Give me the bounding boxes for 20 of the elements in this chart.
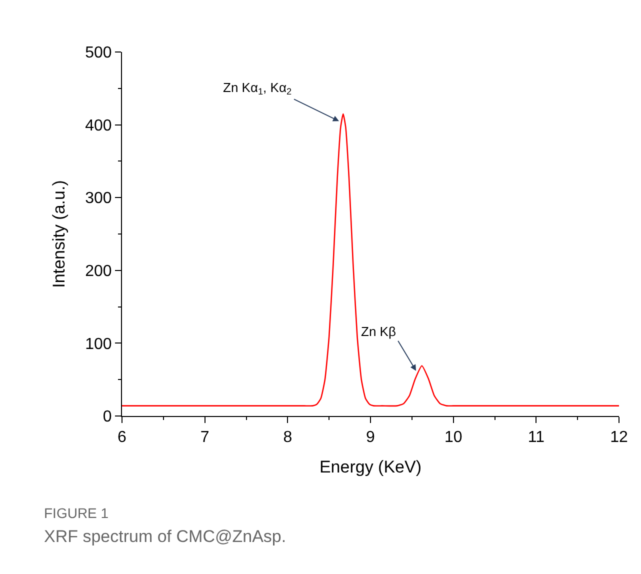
x-tick-label: 12 [610,429,628,446]
y-tick-label: 300 [85,190,112,208]
caption: FIGURE 1 [44,505,109,521]
text: XRF spectrum of CMC@ZnAsp. [44,527,286,546]
y-tick-label: 500 [85,44,112,62]
x-tick-label: 7 [200,429,210,446]
y-tick-label: 400 [85,117,112,134]
y-tick-label: 100 [85,336,112,353]
x-tick-label: 6 [118,429,127,446]
line-series [122,113,619,407]
y-tick-label: 200 [85,263,112,280]
x-tick-label: 9 [366,429,376,446]
annotation: Zn Kβ [361,324,396,339]
y-axis-title: Intensity (a.u.) [50,180,69,288]
x-axis-title: Energy (KeV) [319,458,422,477]
annotation: Zn Kα$_{1}$, Kα$_{2}$ [223,80,292,97]
x-tick-label: 10 [444,429,462,446]
y-tick-label: 0 [102,408,112,426]
x-tick-label: 8 [283,429,292,446]
x-tick-label: 11 [528,429,545,446]
